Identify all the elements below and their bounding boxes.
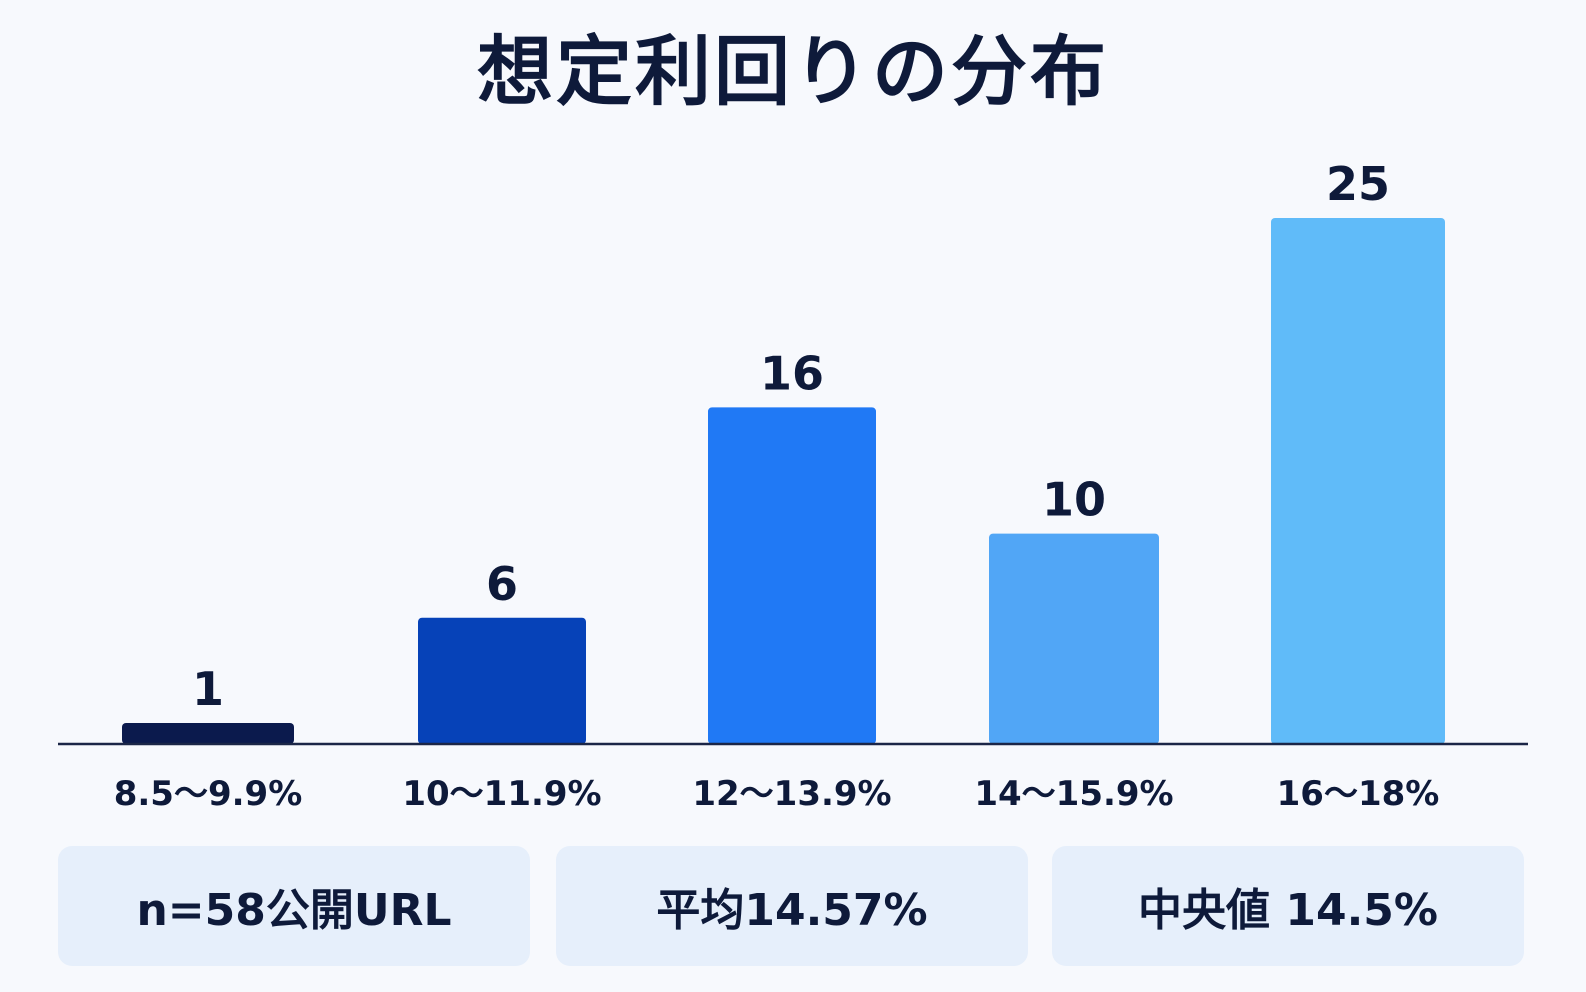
sample-size-box: n=58公開URL <box>58 846 530 966</box>
median-box: 中央値 14.5% <box>1052 846 1524 966</box>
bar-1 <box>122 722 294 744</box>
mean-box: 平均14.57% <box>556 846 1028 966</box>
bar-value-label-2: 6 <box>486 557 518 611</box>
bar-value-label-4: 10 <box>1042 473 1106 527</box>
chart-title: 想定利回りの分布 <box>477 27 1109 116</box>
mean-text: 平均14.57% <box>656 885 928 936</box>
bar-value-label-3: 16 <box>760 346 824 400</box>
bar-4 <box>989 533 1159 744</box>
bar-3 <box>708 407 876 744</box>
category-label-1: 8.5〜9.9% <box>114 774 303 814</box>
bar-5 <box>1271 218 1445 744</box>
bar-value-label-1: 1 <box>192 662 224 716</box>
category-label-2: 10〜11.9% <box>402 774 601 814</box>
median-text: 中央値 14.5% <box>1138 885 1438 936</box>
bar-value-label-5: 25 <box>1326 157 1390 211</box>
sample-size-text: n=58公開URL <box>136 885 452 936</box>
category-label-5: 16〜18% <box>1277 774 1440 814</box>
bar-2 <box>418 617 586 744</box>
bar-chart: 1 8.5〜9.9% 6 10〜11.9% 16 12〜13.9% 10 14〜15.9% 25… <box>58 157 1528 814</box>
category-label-3: 12〜13.9% <box>692 774 891 814</box>
bars-group: 1 8.5〜9.9% 6 10〜11.9% 16 12〜13.9% 10 14〜15.9% 25… <box>114 157 1445 814</box>
category-label-4: 14〜15.9% <box>974 774 1173 814</box>
